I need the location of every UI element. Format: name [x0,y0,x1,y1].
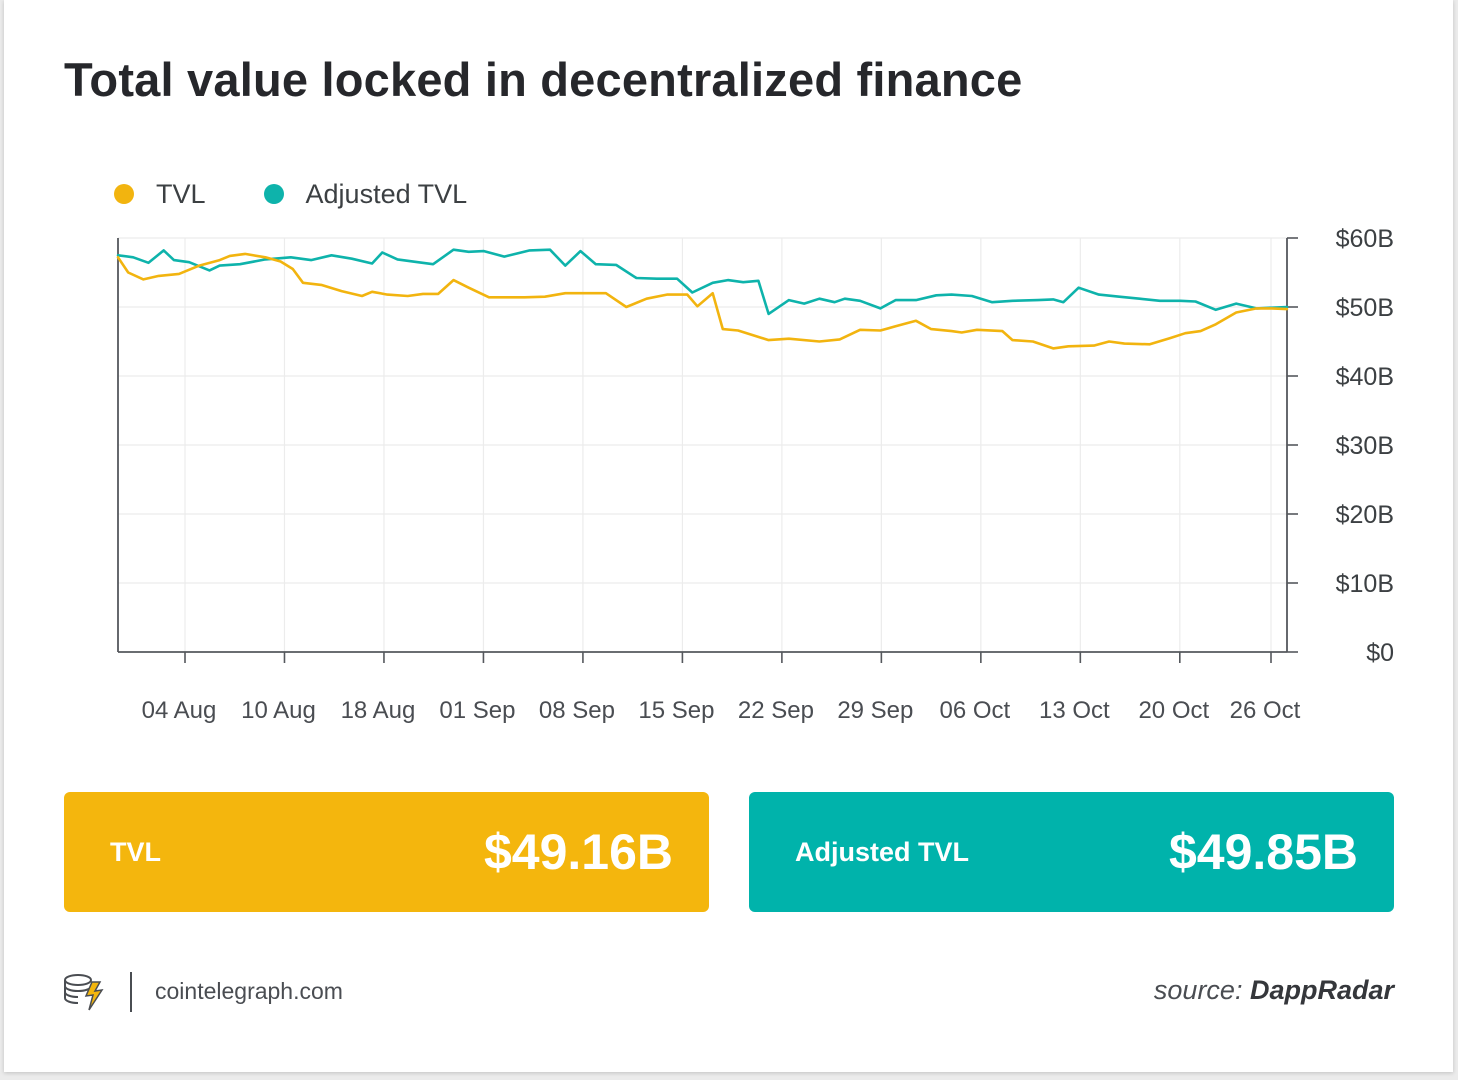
x-tick-label: 01 Sep [439,697,515,724]
source-name: DappRadar [1249,975,1394,1005]
legend-label-adjusted-tvl: Adjusted TVL [305,178,468,209]
legend-item-tvl: TVL [114,179,206,210]
series-line-tvl [116,252,1289,350]
y-tick-label: $20B [1336,501,1394,529]
tvl-stat-box: TVL $49.16B [64,792,709,912]
chart-grid [118,237,1287,652]
y-axis-ticks: $0 $10B $20B $30B $40B $50B $60B [1336,225,1394,667]
cointelegraph-coin-icon [64,974,104,1011]
line-chart: $0 $10B $20B $30B $40B $50B $60B 04 Aug 10 Aug 1… [116,225,1394,724]
y-tick-label: $50B [1336,294,1394,322]
tvl-stat-value: $49.16B [483,824,673,880]
source-prefix: source: [1153,975,1243,1005]
x-tick-label: 26 Oct [1230,697,1301,724]
chart-title: Total value locked in decentralized fina… [64,53,1023,106]
legend-label-tvl: TVL [156,178,206,209]
x-axis-ticks: 04 Aug 10 Aug 18 Aug 01 Sep 08 Sep 15 Sep 22 S… [142,697,1301,724]
tvl-stat-label: TVL [110,836,161,867]
x-tick-label: 13 Oct [1039,697,1110,724]
adjusted-tvl-stat-value: $49.85B [1168,824,1358,880]
x-tick-label: 22 Sep [738,697,814,724]
legend-dot-adjusted-tvl [263,184,284,204]
footer-divider [130,972,132,1012]
y-tick-label: $0 [1366,639,1394,667]
footer-source: source: DappRadar [1154,975,1394,1006]
x-tick-label: 08 Sep [539,697,615,724]
series-line-adjusted-tvl [116,248,1289,316]
x-tick-label: 10 Aug [241,697,316,724]
chart-series [116,248,1289,350]
adjusted-tvl-stat-box: Adjusted TVL $49.85B [749,792,1394,912]
x-tick-label: 20 Oct [1138,697,1209,724]
y-tick-label: $10B [1336,570,1394,598]
x-tick-label: 29 Sep [837,697,913,724]
y-tick-label: $30B [1336,432,1394,460]
adjusted-tvl-stat-label: Adjusted TVL [795,836,969,867]
x-tick-label: 04 Aug [142,697,217,724]
legend-item-adjusted-tvl: Adjusted TVL [263,178,468,210]
footer-site-name: cointelegraph.com [155,978,343,1004]
y-tick-label: $40B [1336,363,1394,391]
x-tick-label: 06 Oct [939,697,1010,724]
legend-dot-tvl [114,184,134,204]
y-tick-label: $60B [1336,225,1394,253]
x-tick-label: 18 Aug [341,697,416,724]
chart-axes [117,237,1298,663]
chart-legend: TVL Adjusted TVL [114,176,525,212]
x-tick-label: 15 Sep [638,697,714,724]
